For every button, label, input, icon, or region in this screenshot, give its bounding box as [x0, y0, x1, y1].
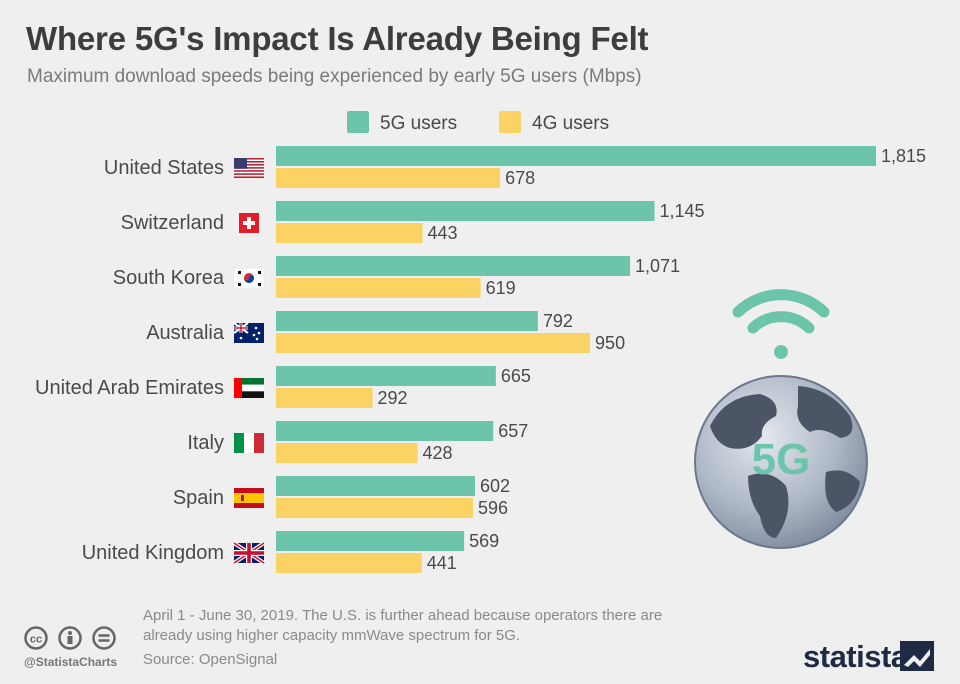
value-label-5g: 1,145	[660, 201, 705, 221]
category-label: Italy	[187, 432, 224, 454]
attribution-icon	[58, 626, 82, 650]
chart-row: Switzerland 1,145 443	[121, 201, 705, 243]
cc-icon	[24, 626, 48, 650]
chart-row: Italy 657 428	[187, 421, 528, 463]
5g-globe-illustration: 5G	[694, 289, 868, 549]
globe-icon: 5G	[694, 375, 868, 549]
footer-note: April 1 - June 30, 2019. The U.S. is fur…	[143, 607, 663, 644]
legend: 5G users 4G users	[347, 111, 609, 134]
twitter-handle[interactable]: @StatistaCharts	[24, 655, 118, 669]
italy-flag-icon	[234, 433, 264, 453]
value-label-5g: 1,815	[881, 146, 926, 166]
bar-5g	[276, 476, 476, 496]
category-label: United Arab Emirates	[35, 377, 224, 399]
bar-4g	[276, 443, 418, 463]
category-label: Switzerland	[121, 212, 224, 234]
south-korea-flag-icon	[233, 267, 265, 289]
uk-flag-icon	[232, 541, 266, 565]
bar-5g	[276, 421, 494, 441]
category-label: South Korea	[113, 267, 225, 289]
cc-icon-glyph: cc	[30, 634, 42, 646]
bar-4g	[276, 333, 591, 353]
chart-row: United States 1,815 678	[104, 146, 926, 188]
legend-label-5g: 5G users	[380, 113, 457, 134]
bar-4g	[276, 223, 423, 243]
category-label: Spain	[173, 487, 224, 509]
bar-5g	[276, 531, 465, 551]
value-label-4g: 596	[478, 498, 508, 518]
source-text: Source: OpenSignal	[143, 651, 278, 668]
bar-5g	[276, 146, 876, 166]
value-label-5g: 657	[498, 421, 528, 441]
bar-5g	[276, 366, 496, 386]
statista-logo[interactable]: statista	[803, 639, 908, 674]
category-label: Australia	[146, 322, 225, 344]
bar-4g	[276, 168, 501, 188]
value-label-4g: 428	[422, 443, 452, 463]
bar-chart: 5G users 4G users United States 1,815 678 Swi…	[35, 111, 926, 573]
legend-swatch-4g	[499, 111, 521, 133]
us-flag-icon	[234, 158, 264, 178]
bar-5g	[276, 201, 655, 221]
license-icons: cc	[24, 625, 124, 656]
value-label-4g: 292	[378, 388, 408, 408]
value-label-5g: 602	[480, 476, 510, 496]
value-label-4g: 950	[595, 333, 625, 353]
category-label: United States	[104, 157, 224, 179]
chart-row: South Korea 1,071 619	[113, 256, 680, 298]
bar-4g	[276, 498, 474, 518]
category-label: United Kingdom	[82, 542, 224, 564]
value-label-4g: 443	[427, 223, 457, 243]
bar-5g	[276, 311, 538, 331]
chart-row: Australia 792 950	[146, 311, 625, 353]
legend-swatch-5g	[347, 111, 369, 133]
chart-row: United Kingdom 569 441	[82, 531, 499, 573]
wifi-signal-icon	[732, 289, 830, 359]
legend-label-4g: 4G users	[532, 113, 609, 134]
value-label-5g: 1,071	[635, 256, 680, 276]
no-derivatives-icon	[92, 626, 116, 650]
chart-row: United Arab Emirates 665 292	[35, 366, 531, 408]
switzerland-flag-icon	[239, 213, 259, 233]
value-label-5g: 665	[501, 366, 531, 386]
value-label-4g: 619	[486, 278, 516, 298]
chart-subtitle: Maximum download speeds being experience…	[27, 66, 642, 87]
statista-logo-mark	[900, 641, 934, 671]
bar-4g	[276, 388, 373, 408]
bar-4g	[276, 553, 422, 573]
bar-4g	[276, 278, 481, 298]
spain-flag-icon	[234, 488, 264, 508]
bar-5g	[276, 256, 631, 276]
globe-5g-label: 5G	[752, 435, 811, 484]
uae-flag-icon	[234, 378, 264, 398]
value-label-5g: 792	[543, 311, 573, 331]
chart-title: Where 5G's Impact Is Already Being Felt	[26, 20, 649, 57]
value-label-4g: 678	[505, 168, 535, 188]
australia-flag-icon	[233, 322, 264, 343]
value-label-4g: 441	[427, 553, 457, 573]
value-label-5g: 569	[469, 531, 499, 551]
